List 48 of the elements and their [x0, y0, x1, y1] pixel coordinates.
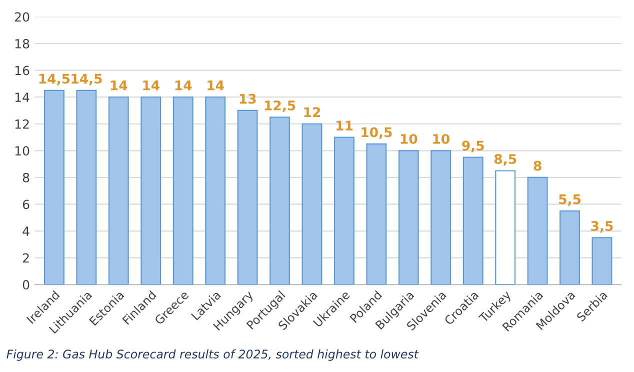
data-label: 12 — [304, 107, 320, 117]
bar — [237, 110, 258, 285]
y-tick-label: 14 — [15, 92, 30, 102]
bar — [172, 96, 194, 285]
data-label: 14 — [175, 80, 192, 90]
y-tick-label: 18 — [15, 38, 30, 48]
data-label: 10 — [433, 134, 450, 144]
data-label: 12,5 — [264, 100, 296, 112]
bar — [366, 143, 387, 285]
data-label: 10,5 — [362, 127, 392, 139]
bar — [205, 96, 226, 285]
y-tick-label: 20 — [15, 12, 30, 22]
y-tick-label: 8 — [22, 172, 30, 182]
bar — [495, 170, 516, 285]
data-label: 8 — [534, 160, 542, 171]
data-label: 5,5 — [559, 194, 581, 206]
bar — [398, 150, 419, 285]
bar — [334, 136, 354, 285]
data-label: 14 — [208, 80, 224, 90]
bar — [560, 210, 580, 285]
data-label: 8,5 — [494, 154, 516, 166]
bar — [430, 150, 452, 285]
bar — [527, 176, 548, 285]
y-tick-label: 10 — [15, 146, 30, 156]
bar — [140, 96, 162, 285]
data-label: 14 — [143, 80, 160, 90]
y-tick-label: 4 — [22, 226, 30, 236]
bar — [44, 90, 64, 285]
bar — [270, 116, 290, 285]
data-label: 11 — [336, 120, 352, 130]
y-tick-label: 0 — [22, 280, 30, 290]
data-label: 9,5 — [462, 140, 484, 152]
data-label: 14,5 — [39, 74, 70, 86]
data-label: 14,5 — [72, 74, 102, 86]
bar — [76, 90, 97, 285]
bar — [302, 123, 322, 285]
bar — [592, 237, 612, 285]
bar — [108, 96, 129, 285]
bar — [462, 156, 484, 285]
caption: Figure 2: Gas Hub Scorecard results of 2025, sorted highest to lowest — [6, 349, 419, 361]
data-label: 13 — [240, 94, 256, 104]
data-label: 10 — [400, 134, 418, 144]
y-tick-label: 2 — [22, 253, 29, 263]
data-label: 14 — [110, 80, 128, 90]
y-tick-label: 16 — [15, 66, 30, 76]
data-label: 3,5 — [591, 221, 613, 233]
y-tick-label: 12 — [15, 119, 29, 129]
y-tick-label: 6 — [22, 200, 30, 210]
